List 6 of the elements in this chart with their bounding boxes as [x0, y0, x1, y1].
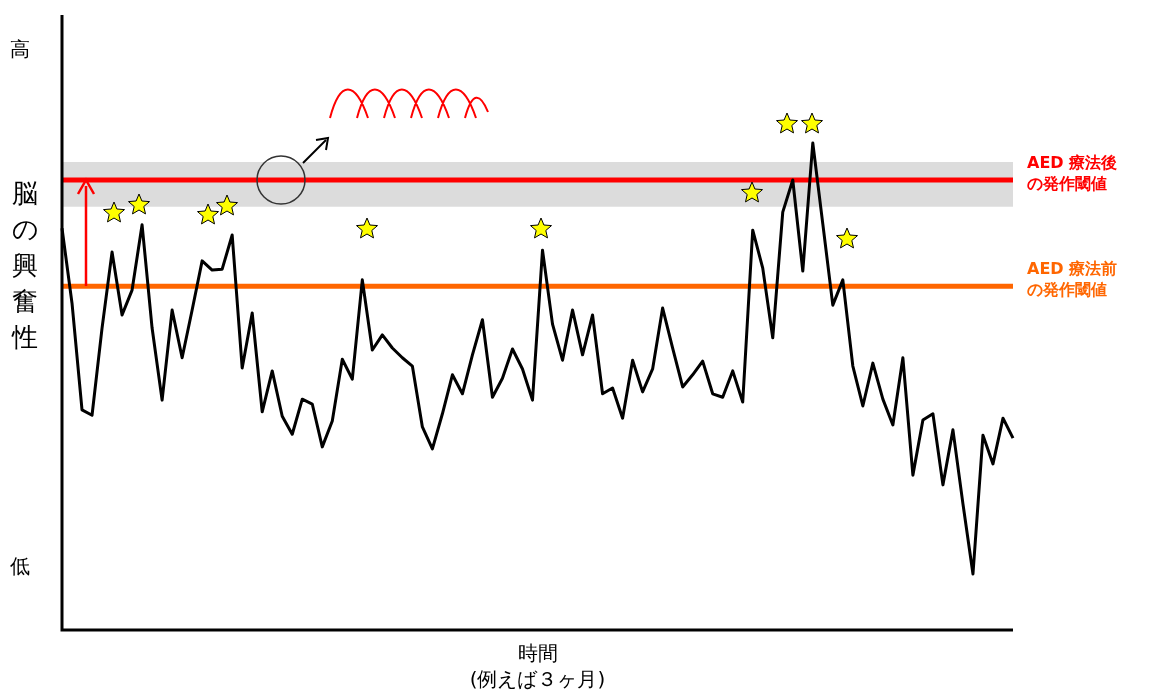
text: 低	[10, 553, 30, 580]
x-axis-title: 時間 (例えば３ヶ月)	[468, 640, 607, 692]
ref-line-label: AED 療法前の発作閾値	[1027, 258, 1119, 301]
ref-line-label: AED 療法後の発作閾値	[1027, 152, 1119, 194]
text: 高	[10, 36, 30, 63]
y-axis-title: 脳の興奮性	[10, 177, 40, 354]
